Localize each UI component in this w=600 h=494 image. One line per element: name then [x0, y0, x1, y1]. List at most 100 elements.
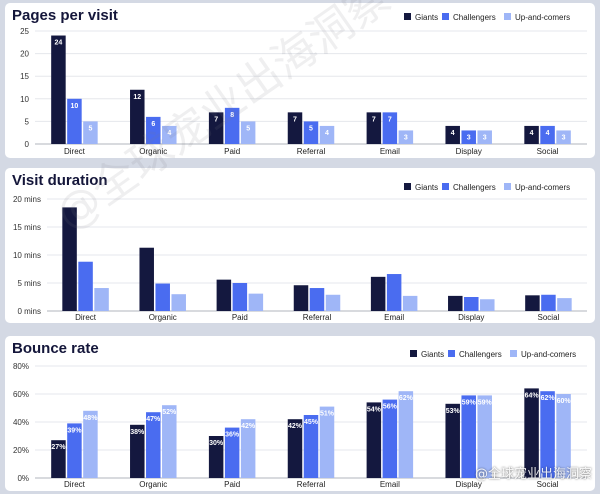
data-label: 30% [209, 440, 224, 447]
data-label: 42% [288, 423, 303, 430]
bar-giants-organic [130, 424, 145, 478]
data-label: 59% [478, 399, 493, 406]
legend-label-challengers: Challengers [453, 183, 496, 192]
y-tick-label: 15 mins [13, 223, 41, 232]
y-tick-label: 20% [13, 446, 29, 455]
bar-giants-paid [216, 279, 232, 311]
y-tick-label: 10 mins [13, 251, 41, 260]
data-label: 7 [214, 116, 218, 123]
data-label: 4 [167, 130, 171, 137]
data-label: 7 [293, 116, 297, 123]
category-label-direct: Direct [75, 313, 97, 322]
category-label-social: Social [538, 313, 560, 322]
data-label: 36% [225, 432, 240, 439]
chart-title: Pages per visit [12, 7, 118, 24]
legend-label-up-and-comers: Up-and-comers [521, 350, 576, 359]
chart-panel-bounce-rate: Bounce rate 0% 20% 40% 60% 80% Giants Challenge… [5, 336, 595, 491]
legend-swatch-giants [404, 183, 411, 190]
legend-label-challengers: Challengers [453, 13, 496, 22]
data-label: 59% [462, 399, 477, 406]
chart-bounce-rate: Bounce rate 0% 20% 40% 60% 80% Giants Challenge… [12, 340, 587, 489]
y-tick-label: 20 mins [13, 195, 41, 204]
data-label: 27% [51, 444, 66, 451]
bar-up-and-comers-paid [248, 293, 264, 311]
data-label: 3 [483, 134, 487, 141]
y-tick-label: 0 [25, 140, 30, 149]
data-label: 38% [130, 429, 145, 436]
bar-challengers-email [382, 112, 398, 144]
bar-challengers-paid [224, 427, 240, 478]
category-label-display: Display [458, 313, 484, 322]
y-tick-label: 0 mins [17, 307, 41, 316]
bar-up-and-comers-referral [319, 125, 335, 144]
bar-up-and-comers-direct [83, 410, 98, 478]
bar-challengers-paid [232, 283, 248, 311]
y-tick-label: 15 [20, 72, 29, 81]
chart-title: Bounce rate [12, 340, 99, 357]
data-label: 4 [325, 130, 329, 137]
data-label: 45% [304, 419, 319, 426]
y-tick-label: 0% [17, 474, 29, 483]
data-label: 51% [320, 411, 335, 418]
legend-label-giants: Giants [415, 13, 438, 22]
bar-up-and-comers-display [477, 130, 492, 144]
bar-challengers-referral [303, 121, 319, 144]
bar-giants-referral [293, 285, 309, 311]
data-label: 52% [162, 409, 177, 416]
bar-up-and-comers-direct [94, 288, 109, 311]
chart-pages-per-visit: Pages per visit 0 5 10 15 20 25 Giants Challenge… [12, 7, 587, 156]
bar-giants-social [524, 125, 539, 144]
bar-giants-social [525, 295, 540, 311]
bar-challengers-organic [155, 283, 170, 311]
category-label-referral: Referral [303, 313, 332, 322]
bar-challengers-organic [146, 116, 161, 144]
legend-label-up-and-comers: Up-and-comers [515, 183, 570, 192]
legend-swatch-up-and-comers [510, 350, 517, 357]
bar-giants-direct [62, 207, 77, 311]
chart-panel-visit-duration: Visit duration 0 mins 5 mins 10 mins 15 mins… [5, 168, 595, 323]
bar-up-and-comers-email [402, 295, 418, 311]
data-label: 60% [557, 398, 572, 405]
bar-up-and-comers-email [398, 391, 414, 478]
category-label-display: Display [456, 147, 482, 156]
data-label: 53% [446, 408, 461, 415]
bar-challengers-email [382, 399, 398, 478]
data-label: 47% [146, 416, 161, 423]
legend-label-giants: Giants [415, 183, 438, 192]
category-label-social: Social [537, 480, 559, 489]
y-tick-label: 80% [13, 362, 29, 371]
bar-challengers-direct [67, 98, 82, 144]
bar-giants-display [445, 403, 460, 478]
bar-giants-display [445, 125, 460, 144]
bar-challengers-email [386, 274, 402, 311]
bar-giants-direct [51, 35, 66, 144]
data-label: 64% [525, 392, 540, 399]
bar-up-and-comers-social [557, 298, 572, 311]
bar-giants-organic [130, 89, 145, 144]
y-tick-label: 60% [13, 390, 29, 399]
category-label-email: Email [380, 480, 400, 489]
data-label: 4 [530, 130, 534, 137]
legend-swatch-giants [410, 350, 417, 357]
bar-challengers-social [541, 294, 556, 311]
watermark-corner: @全球宠业出海洞察 [474, 467, 592, 482]
chart-title: Visit duration [12, 172, 108, 189]
data-label: 10 [71, 103, 79, 110]
legend-swatch-giants [404, 13, 411, 20]
data-label: 62% [399, 395, 414, 402]
category-label-direct: Direct [64, 480, 86, 489]
y-tick-label: 5 mins [17, 279, 41, 288]
bar-giants-direct [51, 440, 66, 478]
y-tick-label: 20 [20, 50, 29, 59]
data-label: 7 [372, 116, 376, 123]
bar-giants-paid [208, 436, 224, 478]
bar-up-and-comers-social [556, 130, 571, 144]
chart-panel-pages-per-visit: Pages per visit 0 5 10 15 20 25 Giants Challenge… [5, 3, 595, 158]
bar-challengers-social [540, 125, 555, 144]
data-label: 3 [404, 134, 408, 141]
data-label: 42% [241, 423, 256, 430]
bar-giants-email [366, 402, 382, 478]
bar-giants-referral [287, 419, 303, 478]
bar-challengers-paid [224, 107, 240, 144]
category-label-organic: Organic [149, 313, 177, 322]
